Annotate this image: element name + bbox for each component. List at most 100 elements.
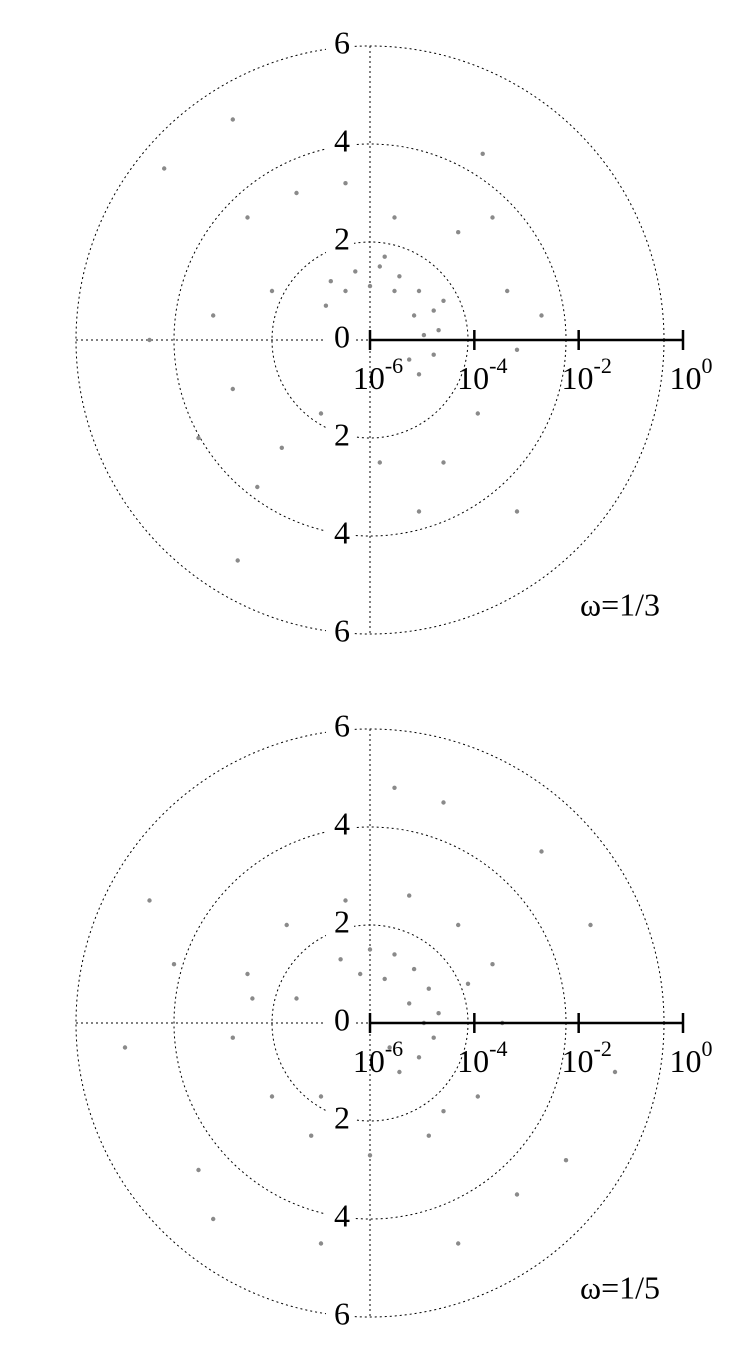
x-tick-label: 10-4 bbox=[457, 353, 507, 396]
point bbox=[318, 411, 324, 416]
point bbox=[269, 288, 275, 294]
point bbox=[407, 1001, 412, 1006]
y-tick-label: 4 bbox=[334, 805, 350, 841]
annotation: ω=1/3 bbox=[580, 586, 660, 622]
point bbox=[294, 996, 299, 1001]
point bbox=[539, 313, 544, 318]
point bbox=[539, 849, 544, 854]
point bbox=[343, 288, 348, 294]
point bbox=[245, 215, 250, 220]
point bbox=[279, 445, 284, 450]
label-bg bbox=[326, 31, 354, 61]
point bbox=[490, 215, 495, 220]
point bbox=[411, 966, 417, 972]
point bbox=[147, 898, 152, 903]
point bbox=[421, 332, 427, 338]
y-tick-label: 6 bbox=[334, 612, 350, 648]
label-bg bbox=[326, 1302, 354, 1332]
point bbox=[309, 1133, 314, 1138]
x-tick-base: 10 bbox=[457, 360, 489, 396]
x-tick-exponent: -4 bbox=[489, 353, 507, 378]
point bbox=[211, 313, 216, 318]
point bbox=[588, 922, 593, 928]
x-tick-exponent: -2 bbox=[594, 1036, 612, 1061]
point bbox=[122, 1045, 128, 1050]
point bbox=[441, 460, 446, 465]
point bbox=[475, 411, 480, 416]
point bbox=[284, 922, 289, 928]
point bbox=[475, 1094, 480, 1099]
x-tick-label: 10-2 bbox=[562, 353, 612, 396]
point bbox=[456, 230, 461, 235]
x-tick-label: 10-6 bbox=[353, 353, 403, 396]
point bbox=[456, 1241, 461, 1246]
label-bg bbox=[326, 1008, 354, 1038]
point bbox=[367, 283, 373, 289]
label-bg bbox=[326, 1106, 354, 1136]
point bbox=[196, 435, 201, 441]
point bbox=[431, 1035, 436, 1040]
x-tick-exponent: -4 bbox=[489, 1036, 507, 1061]
point bbox=[436, 1011, 441, 1016]
point bbox=[367, 947, 373, 952]
point bbox=[343, 181, 348, 186]
point bbox=[171, 962, 177, 967]
y-tick-label: 2 bbox=[334, 416, 350, 452]
point bbox=[162, 166, 167, 171]
point bbox=[147, 337, 152, 343]
point bbox=[505, 288, 510, 294]
x-tick-exponent: -6 bbox=[385, 353, 403, 378]
point bbox=[392, 288, 397, 294]
label-bg bbox=[326, 521, 354, 551]
point bbox=[235, 558, 240, 563]
point bbox=[230, 1035, 235, 1040]
point bbox=[490, 962, 495, 967]
point bbox=[318, 1094, 324, 1099]
y-tick-label: 4 bbox=[334, 1197, 350, 1233]
point bbox=[441, 800, 446, 805]
label-bg bbox=[326, 129, 354, 159]
point bbox=[431, 308, 436, 313]
point bbox=[407, 893, 412, 898]
x-tick-base: 10 bbox=[670, 1043, 702, 1079]
point bbox=[392, 785, 397, 790]
y-tick-label: 6 bbox=[334, 24, 350, 60]
x-tick-label: 10-2 bbox=[562, 1036, 612, 1079]
y-tick-label: 0 bbox=[334, 1001, 350, 1037]
y-tick-label: 6 bbox=[334, 1295, 350, 1331]
point bbox=[211, 1216, 216, 1222]
point bbox=[387, 1045, 392, 1050]
point bbox=[245, 971, 250, 977]
label-bg bbox=[326, 423, 354, 453]
label-bg bbox=[326, 910, 354, 940]
x-tick-label: 100 bbox=[670, 353, 713, 396]
x-tick-label: 100 bbox=[670, 1036, 713, 1079]
label-bg bbox=[326, 227, 354, 257]
point bbox=[416, 372, 422, 377]
point bbox=[230, 117, 235, 122]
point bbox=[441, 1109, 446, 1114]
point bbox=[323, 303, 329, 308]
point bbox=[441, 298, 446, 303]
y-tick-label: 2 bbox=[334, 903, 350, 939]
point bbox=[358, 971, 363, 977]
y-tick-label: 4 bbox=[334, 514, 350, 550]
point bbox=[436, 328, 441, 333]
point bbox=[416, 1055, 422, 1060]
label-bg bbox=[326, 812, 354, 842]
point bbox=[563, 1158, 569, 1163]
x-tick-label: 10-6 bbox=[353, 1036, 403, 1079]
point bbox=[230, 386, 235, 392]
point bbox=[377, 460, 382, 465]
y-tick-label: 4 bbox=[334, 122, 350, 158]
point bbox=[255, 484, 260, 490]
point bbox=[397, 274, 402, 279]
point bbox=[377, 264, 382, 269]
point bbox=[431, 352, 436, 357]
point bbox=[514, 1192, 520, 1197]
point bbox=[465, 981, 471, 986]
y-tick-label: 6 bbox=[334, 707, 350, 743]
